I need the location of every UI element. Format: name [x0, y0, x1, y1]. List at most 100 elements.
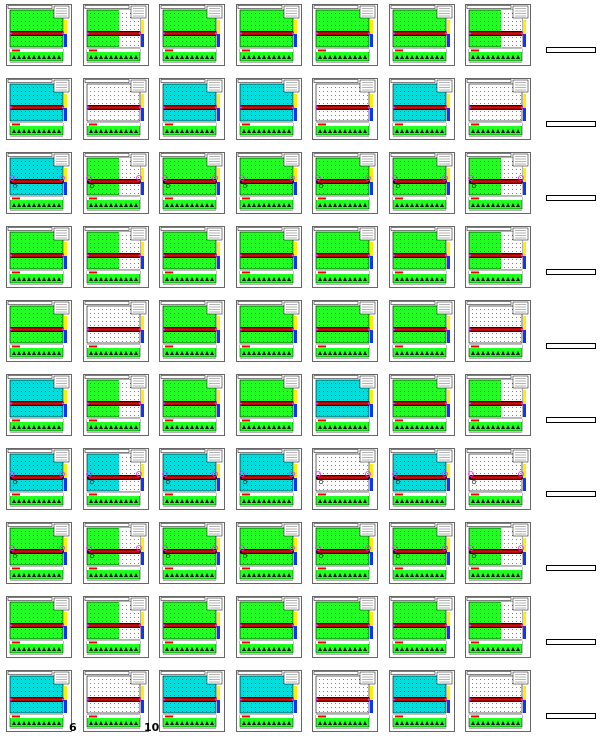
grid-dot — [134, 41, 135, 42]
grid-dot — [178, 173, 179, 174]
grid-dot — [122, 267, 123, 268]
arrow-mark — [175, 351, 179, 355]
arrow-mark — [496, 55, 500, 59]
grid-dot — [13, 317, 14, 318]
grid-dot — [166, 309, 167, 310]
marker-circle-right — [59, 175, 65, 181]
grid-dot — [496, 103, 497, 104]
grid-dot — [400, 119, 401, 120]
grid-dot — [428, 251, 429, 252]
grid-dot — [351, 91, 352, 92]
arrow-mark — [17, 129, 21, 133]
grid-dot — [416, 169, 417, 170]
grid-dot — [367, 177, 368, 178]
grid-dot — [118, 337, 119, 338]
grid-dot — [339, 25, 340, 26]
grid-dot — [102, 115, 103, 116]
grid-dot — [255, 235, 256, 236]
arrow-mark — [516, 55, 520, 59]
grid-dot — [504, 247, 505, 248]
grid-dot — [243, 309, 244, 310]
grid-dot — [21, 259, 22, 260]
grid-dot — [114, 337, 115, 338]
color-scale-bottom — [64, 182, 67, 195]
color-scale-bottom — [294, 182, 297, 195]
grid-dot — [251, 119, 252, 120]
grid-dot — [363, 37, 364, 38]
grid-dot — [323, 37, 324, 38]
grid-dot — [263, 87, 264, 88]
grid-dot — [283, 103, 284, 104]
grid-dot — [118, 95, 119, 96]
grid-dot — [170, 25, 171, 26]
panel-legend-box — [512, 5, 529, 19]
marker-dot-left — [468, 254, 472, 257]
grid-dot — [440, 317, 441, 318]
grid-dot — [428, 239, 429, 240]
grid-dot — [279, 91, 280, 92]
arrow-mark — [124, 55, 128, 59]
grid-dot — [259, 317, 260, 318]
grid-dot — [138, 29, 139, 30]
grid-dot — [214, 95, 215, 96]
grid-dot — [283, 259, 284, 260]
grid-dot — [114, 341, 115, 342]
grid-dot — [166, 25, 167, 26]
grid-dot — [271, 37, 272, 38]
grid-dot — [492, 169, 493, 170]
grid-dot — [283, 165, 284, 166]
grid-dot — [130, 333, 131, 334]
grid-dot — [404, 317, 405, 318]
grid-dot — [492, 87, 493, 88]
grid-dot — [339, 267, 340, 268]
grid-dot — [444, 95, 445, 96]
panel-lower-gap — [163, 271, 216, 274]
grid-dot — [492, 119, 493, 120]
grid-dot — [400, 177, 401, 178]
grid-dot — [118, 309, 119, 310]
panel-band-core — [471, 32, 521, 35]
grid-dot — [122, 103, 123, 104]
arrow-mark — [486, 277, 490, 281]
grid-dot — [206, 251, 207, 252]
grid-dot — [49, 247, 50, 248]
grid-dot — [283, 99, 284, 100]
grid-dot — [251, 251, 252, 252]
grid-dot — [190, 173, 191, 174]
grid-dot — [271, 239, 272, 240]
grid-dot — [166, 263, 167, 264]
grid-dot — [130, 337, 131, 338]
grid-dot — [432, 317, 433, 318]
grid-dot — [210, 341, 211, 342]
grid-dot — [138, 243, 139, 244]
panel-red-tag — [165, 271, 173, 274]
arrow-mark — [114, 203, 118, 207]
grid-dot — [363, 25, 364, 26]
grid-dot — [484, 87, 485, 88]
grid-dot — [444, 185, 445, 186]
grid-dot — [432, 161, 433, 162]
panel-title-strip — [237, 301, 283, 305]
grid-dot — [516, 263, 517, 264]
arrow-mark — [353, 351, 357, 355]
grid-dot — [432, 313, 433, 314]
panel-lower-gap — [393, 197, 446, 200]
grid-dot — [267, 25, 268, 26]
grid-dot — [359, 13, 360, 14]
grid-dot — [49, 41, 50, 42]
grid-dot — [271, 251, 272, 252]
grid-dot — [400, 165, 401, 166]
grid-dot — [41, 21, 42, 22]
grid-dot — [432, 99, 433, 100]
grid-dot — [186, 263, 187, 264]
grid-dot — [363, 29, 364, 30]
grid-dot — [327, 189, 328, 190]
grid-dot — [110, 317, 111, 318]
grid-dot — [134, 111, 135, 112]
panel-band-core — [89, 328, 139, 331]
grid-dot — [279, 173, 280, 174]
grid-dot — [428, 13, 429, 14]
arrow-mark — [358, 351, 362, 355]
grid-dot — [331, 161, 332, 162]
grid-dot — [504, 177, 505, 178]
